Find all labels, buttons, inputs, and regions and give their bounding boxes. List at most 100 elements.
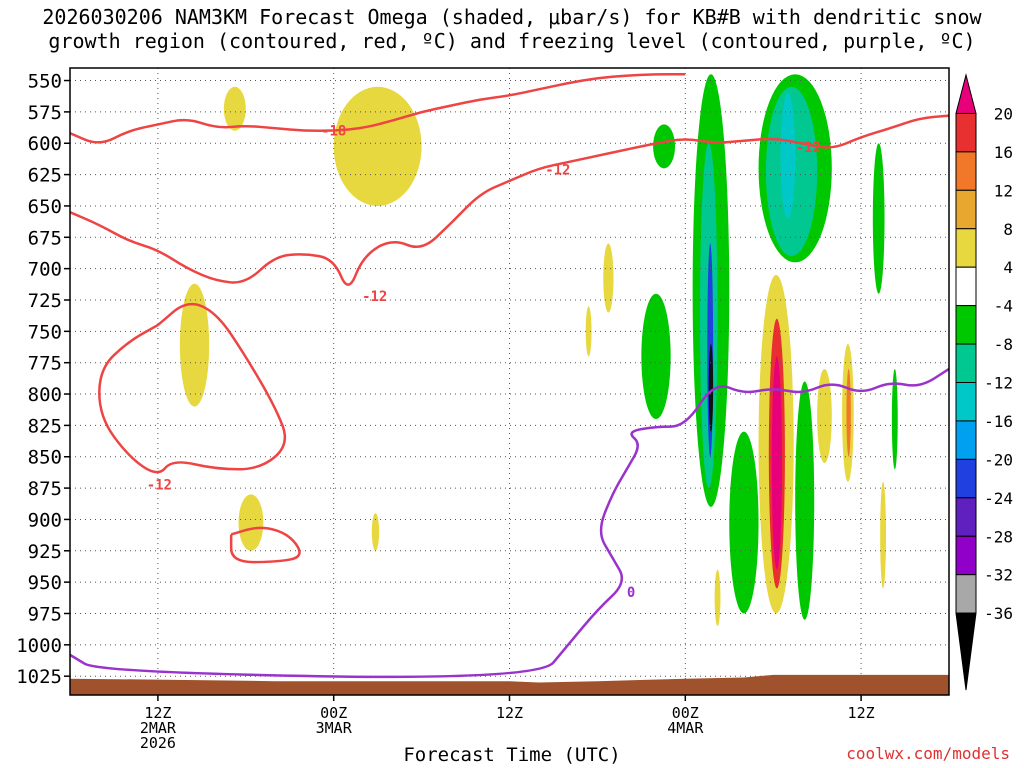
contour-line-4 <box>69 367 950 679</box>
contour-label-0: -18 <box>321 124 346 140</box>
omega-region-0 <box>179 283 210 407</box>
y-tick-label-600: 600 <box>28 133 62 155</box>
y-tick-label-925: 925 <box>28 541 62 563</box>
colorbar: 20 16 12 8 4 -4 -8 -12 -16 -20 -24 -28 -32 -36 <box>955 73 1013 691</box>
colorbar-label-4: 4 <box>1003 258 1013 277</box>
contour-line-2 <box>98 302 287 474</box>
y-tick-label-975: 975 <box>28 603 62 625</box>
omega-region-19 <box>729 431 759 614</box>
terrain-fill <box>70 674 949 695</box>
omega-region-20 <box>795 381 815 620</box>
colorbar-label-11: -28 <box>984 527 1013 546</box>
omega-region-17 <box>872 143 885 294</box>
contour-labels: -18 -12 -12 -12 -12 0 <box>147 124 821 601</box>
x-tick-label-0-0: 12Z <box>144 704 171 722</box>
y-tick-label-1000: 1000 <box>16 635 62 657</box>
omega-region-16 <box>780 93 796 219</box>
y-tick-label-650: 650 <box>28 196 62 218</box>
y-axis: 550 575 600 625 650 675 700 725 750 775 800 825 850 8… <box>16 71 70 688</box>
y-tick-label-1025: 1025 <box>16 666 62 688</box>
colorbar-label-13: -36 <box>984 604 1013 623</box>
colorbar-label-5: -4 <box>994 297 1013 316</box>
colorbar-swatch-13 <box>955 574 977 614</box>
colorbar-label-0: 20 <box>994 104 1013 123</box>
colorbar-swatch-1 <box>955 112 977 153</box>
contour-label-2: -12 <box>796 140 821 156</box>
x-axis-label: Forecast Time (UTC) <box>403 744 621 766</box>
y-tick-label-775: 775 <box>28 353 62 375</box>
y-tick-label-675: 675 <box>28 227 62 249</box>
colorbar-swatch-6 <box>955 305 977 345</box>
y-tick-label-900: 900 <box>28 509 62 531</box>
y-tick-label-800: 800 <box>28 384 62 406</box>
y-tick-label-700: 700 <box>28 259 62 281</box>
colorbar-label-9: -20 <box>984 450 1013 469</box>
x-tick-label-0-2: 2026 <box>140 734 176 752</box>
x-tick-label-4-0: 12Z <box>848 704 875 722</box>
colorbar-swatch-10 <box>955 458 977 499</box>
x-tick-label-1-1: 3MAR <box>316 719 353 737</box>
omega-region-24 <box>817 368 832 464</box>
omega-region-2 <box>333 86 422 206</box>
x-tick-label-3-1: 4MAR <box>667 719 704 737</box>
omega-region-7 <box>880 481 887 589</box>
contours <box>69 73 950 679</box>
colorbar-label-7: -12 <box>984 374 1013 393</box>
colorbar-label-3: 8 <box>1003 220 1013 239</box>
contour-label-1: -12 <box>545 163 570 179</box>
contour-label-3: -12 <box>362 289 387 305</box>
omega-region-8 <box>653 124 676 169</box>
y-tick-label-550: 550 <box>28 71 62 93</box>
contour-label-4: -12 <box>147 477 172 493</box>
omega-region-27 <box>714 569 721 627</box>
colorbar-swatch-8 <box>955 382 977 422</box>
colorbar-swatch-2 <box>955 151 977 191</box>
colorbar-label-10: -24 <box>984 489 1013 508</box>
y-tick-label-750: 750 <box>28 321 62 343</box>
omega-region-6 <box>585 306 592 357</box>
colorbar-swatch-9 <box>955 420 977 460</box>
colorbar-swatch-5 <box>955 266 977 307</box>
omega-shading <box>179 74 898 627</box>
x-tick-label-0-1: 2MAR <box>140 719 177 737</box>
colorbar-label-12: -32 <box>984 566 1013 585</box>
omega-region-26 <box>846 368 851 457</box>
colorbar-label-2: 12 <box>994 181 1013 200</box>
omega-region-5 <box>603 243 614 313</box>
colorbar-label-1: 16 <box>994 143 1013 162</box>
colorbar-bottom-arrow <box>955 612 977 691</box>
y-tick-label-875: 875 <box>28 478 62 500</box>
colorbar-label-8: -16 <box>984 412 1013 431</box>
contour-line-0 <box>69 73 686 144</box>
colorbar-swatch-7 <box>955 343 977 383</box>
y-tick-label-825: 825 <box>28 415 62 437</box>
credit-text: coolwx.com/models <box>846 744 1010 763</box>
y-tick-label-625: 625 <box>28 165 62 187</box>
omega-region-18 <box>891 368 898 470</box>
omega-region-3 <box>238 494 264 551</box>
omega-region-9 <box>641 293 671 420</box>
x-tick-label-3-0: 00Z <box>672 704 699 722</box>
x-tick-label-2-0: 12Z <box>496 704 523 722</box>
y-tick-label-950: 950 <box>28 572 62 594</box>
colorbar-label-6: -8 <box>994 335 1013 354</box>
contour-line-1 <box>69 114 950 286</box>
omega-region-13 <box>708 343 714 432</box>
omega-region-4 <box>371 513 380 551</box>
x-tick-label-1-0: 00Z <box>320 704 347 722</box>
chart-title-line1: 2026030206 NAM3KM Forecast Omega (shaded… <box>42 5 982 29</box>
y-tick-label-850: 850 <box>28 447 62 469</box>
colorbar-swatch-3 <box>955 189 977 230</box>
terrain <box>70 674 949 695</box>
y-tick-label-575: 575 <box>28 102 62 124</box>
omega-region-23 <box>771 356 782 570</box>
colorbar-swatch-11 <box>955 497 977 537</box>
omega-region-1 <box>223 86 246 131</box>
colorbar-top-arrow <box>955 73 977 114</box>
colorbar-swatch-4 <box>955 228 977 268</box>
y-tick-label-725: 725 <box>28 290 62 312</box>
chart-title-line2: growth region (contoured, red, ºC) and f… <box>48 29 976 53</box>
colorbar-swatch-12 <box>955 535 977 576</box>
